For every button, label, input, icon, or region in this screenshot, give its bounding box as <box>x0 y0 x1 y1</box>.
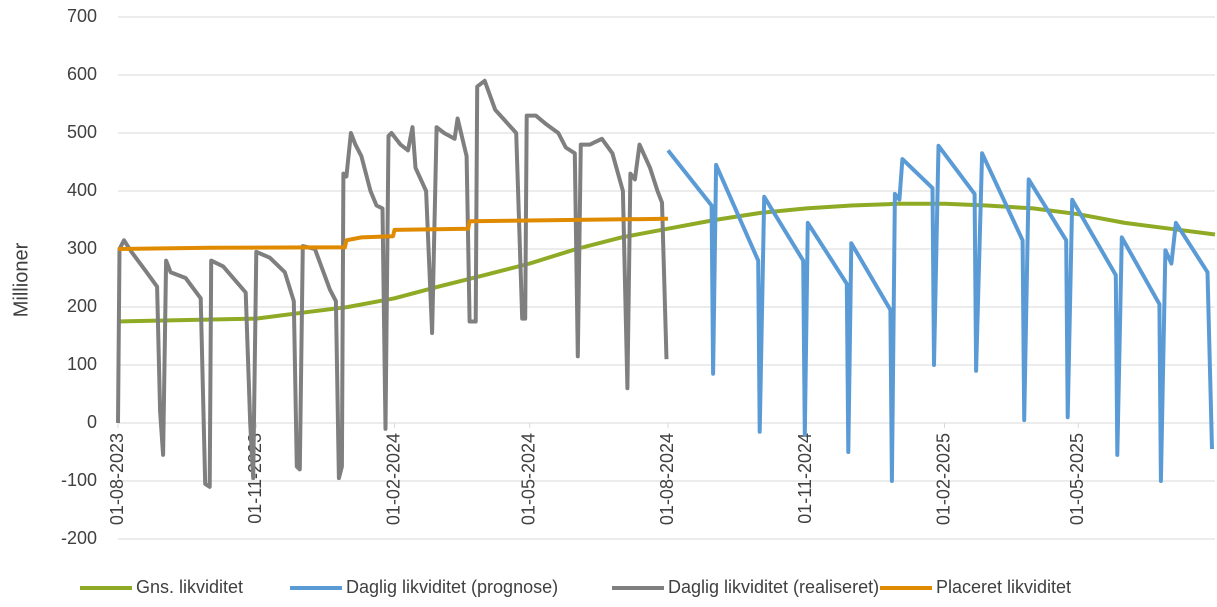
y-tick-label: 500 <box>67 122 97 142</box>
x-tick-label: 01-05-2024 <box>519 433 539 525</box>
y-tick-label: -200 <box>61 528 97 548</box>
y-tick-label: 700 <box>67 6 97 26</box>
x-tick-label: 01-05-2025 <box>1067 433 1087 525</box>
x-tick-label: 01-08-2024 <box>657 433 677 525</box>
legend-label: Gns. likviditet <box>136 577 243 597</box>
x-tick-label: 01-08-2023 <box>107 433 127 525</box>
y-tick-label: 200 <box>67 296 97 316</box>
series-line <box>666 143 1214 483</box>
y-tick-label: 300 <box>67 238 97 258</box>
y-axis-label: Millioner <box>10 242 32 317</box>
x-tick-label: 01-02-2024 <box>383 433 403 525</box>
x-tick-label: 01-11-2024 <box>795 433 815 524</box>
series-line <box>116 78 669 489</box>
y-tick-label: 600 <box>67 64 97 84</box>
legend-label: Daglig likviditet (realiseret) <box>668 577 879 597</box>
legend-label: Placeret likviditet <box>936 577 1071 597</box>
y-tick-label: 400 <box>67 180 97 200</box>
y-tick-label: -100 <box>61 470 97 490</box>
y-tick-label: 0 <box>87 412 97 432</box>
y-tick-label: 100 <box>67 354 97 374</box>
legend-label: Daglig likviditet (prognose) <box>346 577 558 597</box>
x-tick-label: 01-02-2025 <box>933 433 953 525</box>
series-line <box>117 216 669 251</box>
